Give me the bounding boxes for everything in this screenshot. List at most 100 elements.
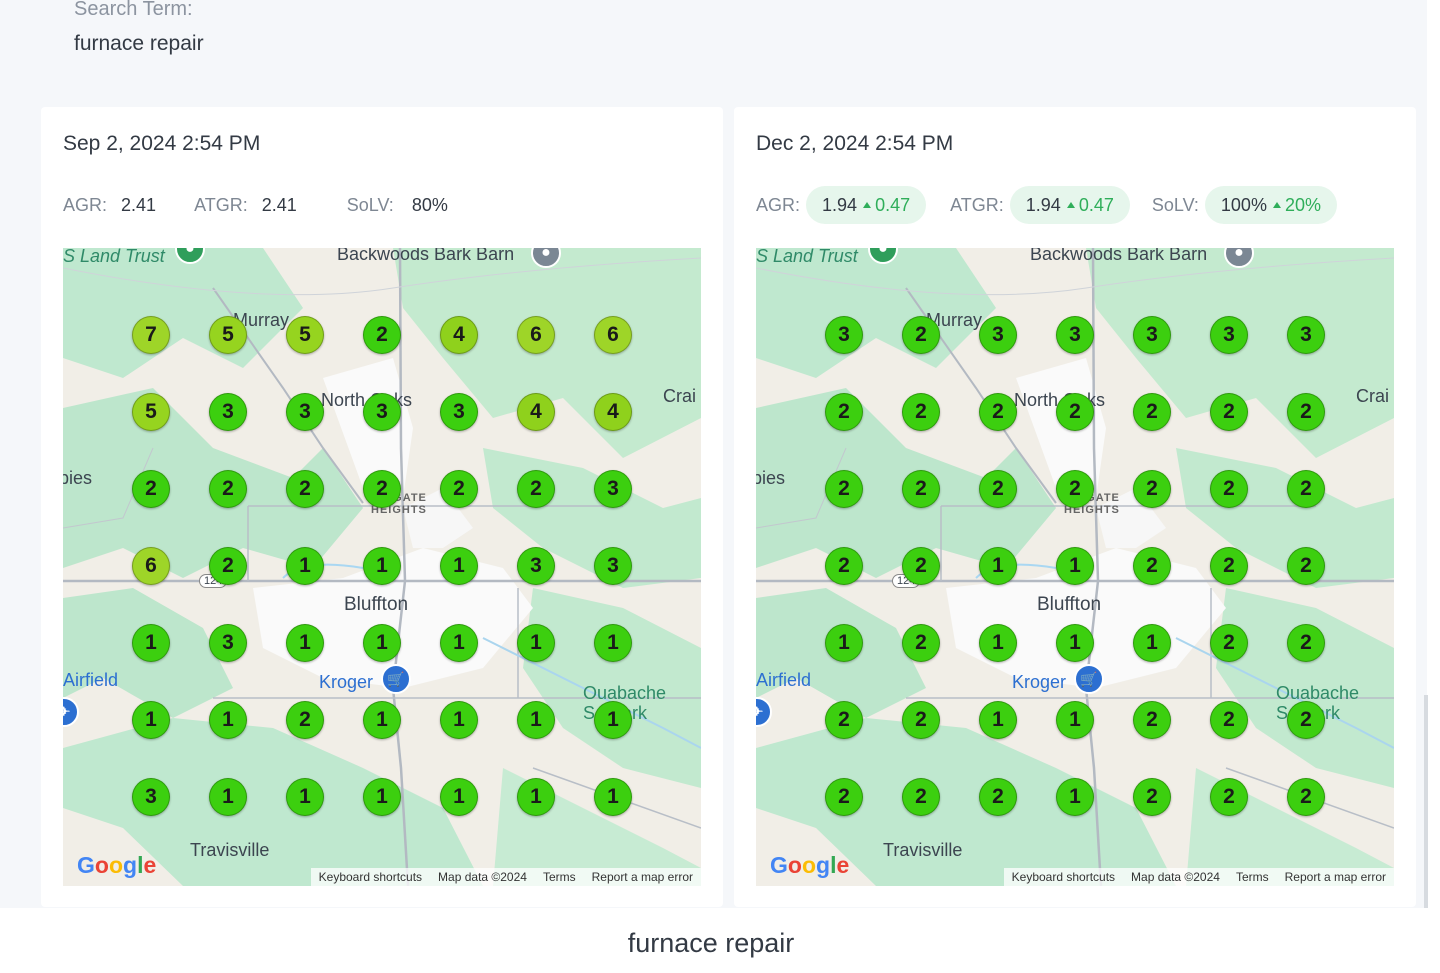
grid-rank-pin[interactable]: 1	[440, 624, 478, 662]
grid-rank-pin[interactable]: 1	[440, 701, 478, 739]
grid-rank-pin[interactable]: 2	[902, 547, 940, 585]
grid-rank-pin[interactable]: 2	[286, 701, 324, 739]
grid-rank-pin[interactable]: 2	[979, 393, 1017, 431]
grid-rank-pin[interactable]: 1	[979, 547, 1017, 585]
grid-rank-pin[interactable]: 1	[363, 701, 401, 739]
rank-grid-map[interactable]: S Land Trust ● Backwoods Bark Barn ● Mur…	[63, 248, 701, 886]
grid-rank-pin[interactable]: 2	[902, 316, 940, 354]
grid-rank-pin[interactable]: 5	[286, 316, 324, 354]
grid-rank-pin[interactable]: 3	[1210, 316, 1248, 354]
grid-rank-pin[interactable]: 2	[825, 547, 863, 585]
grid-rank-pin[interactable]: 2	[1056, 393, 1094, 431]
grid-rank-pin[interactable]: 1	[594, 778, 632, 816]
grid-rank-pin[interactable]: 5	[132, 393, 170, 431]
grid-rank-pin[interactable]: 2	[440, 470, 478, 508]
grid-rank-pin[interactable]: 1	[363, 624, 401, 662]
grid-rank-pin[interactable]: 4	[594, 393, 632, 431]
grid-rank-pin[interactable]: 2	[209, 547, 247, 585]
grid-rank-pin[interactable]: 4	[440, 316, 478, 354]
grid-rank-pin[interactable]: 2	[286, 470, 324, 508]
grid-rank-pin[interactable]: 2	[1133, 778, 1171, 816]
grid-rank-pin[interactable]: 6	[594, 316, 632, 354]
report-map-error-link[interactable]: Report a map error	[1284, 870, 1386, 884]
grid-rank-pin[interactable]: 3	[1133, 316, 1171, 354]
grid-rank-pin[interactable]: 1	[1056, 624, 1094, 662]
grid-rank-pin[interactable]: 3	[1287, 316, 1325, 354]
grid-rank-pin[interactable]: 1	[132, 701, 170, 739]
grid-rank-pin[interactable]: 2	[1210, 470, 1248, 508]
grid-rank-pin[interactable]: 1	[594, 624, 632, 662]
grid-rank-pin[interactable]: 2	[517, 470, 555, 508]
grid-rank-pin[interactable]: 3	[594, 547, 632, 585]
grid-rank-pin[interactable]: 1	[1056, 778, 1094, 816]
grid-rank-pin[interactable]: 2	[1210, 624, 1248, 662]
grid-rank-pin[interactable]: 2	[825, 470, 863, 508]
grid-rank-pin[interactable]: 2	[363, 470, 401, 508]
grid-rank-pin[interactable]: 2	[825, 778, 863, 816]
grid-rank-pin[interactable]: 2	[1210, 778, 1248, 816]
grid-rank-pin[interactable]: 2	[1287, 701, 1325, 739]
scrollbar[interactable]	[1424, 695, 1428, 908]
grid-rank-pin[interactable]: 2	[902, 778, 940, 816]
grid-rank-pin[interactable]: 1	[517, 624, 555, 662]
grid-rank-pin[interactable]: 2	[825, 393, 863, 431]
grid-rank-pin[interactable]: 2	[1287, 470, 1325, 508]
grid-rank-pin[interactable]: 3	[594, 470, 632, 508]
grid-rank-pin[interactable]: 3	[825, 316, 863, 354]
grid-rank-pin[interactable]: 1	[132, 624, 170, 662]
terms-link[interactable]: Terms	[1235, 870, 1269, 884]
grid-rank-pin[interactable]: 1	[209, 778, 247, 816]
grid-rank-pin[interactable]: 1	[979, 701, 1017, 739]
grid-rank-pin[interactable]: 2	[209, 470, 247, 508]
grid-rank-pin[interactable]: 2	[1056, 470, 1094, 508]
grid-rank-pin[interactable]: 1	[363, 778, 401, 816]
grid-rank-pin[interactable]: 2	[902, 393, 940, 431]
report-map-error-link[interactable]: Report a map error	[591, 870, 693, 884]
grid-rank-pin[interactable]: 3	[132, 778, 170, 816]
grid-rank-pin[interactable]: 2	[1210, 701, 1248, 739]
grid-rank-pin[interactable]: 1	[594, 701, 632, 739]
grid-rank-pin[interactable]: 3	[440, 393, 478, 431]
grid-rank-pin[interactable]: 1	[825, 624, 863, 662]
grid-rank-pin[interactable]: 1	[517, 701, 555, 739]
grid-rank-pin[interactable]: 2	[1133, 470, 1171, 508]
grid-rank-pin[interactable]: 1	[517, 778, 555, 816]
grid-rank-pin[interactable]: 2	[1210, 547, 1248, 585]
keyboard-shortcuts-link[interactable]: Keyboard shortcuts	[1011, 870, 1116, 884]
grid-rank-pin[interactable]: 2	[1133, 393, 1171, 431]
grid-rank-pin[interactable]: 2	[1210, 393, 1248, 431]
grid-rank-pin[interactable]: 1	[1056, 701, 1094, 739]
grid-rank-pin[interactable]: 3	[363, 393, 401, 431]
grid-rank-pin[interactable]: 3	[209, 624, 247, 662]
grid-rank-pin[interactable]: 3	[517, 547, 555, 585]
grid-rank-pin[interactable]: 2	[1287, 624, 1325, 662]
grid-rank-pin[interactable]: 7	[132, 316, 170, 354]
grid-rank-pin[interactable]: 2	[132, 470, 170, 508]
rank-grid-map[interactable]: S Land Trust ● Backwoods Bark Barn ● Mur…	[756, 248, 1394, 886]
grid-rank-pin[interactable]: 2	[979, 470, 1017, 508]
grid-rank-pin[interactable]: 6	[132, 547, 170, 585]
grid-rank-pin[interactable]: 1	[286, 624, 324, 662]
grid-rank-pin[interactable]: 1	[440, 547, 478, 585]
grid-rank-pin[interactable]: 4	[517, 393, 555, 431]
grid-rank-pin[interactable]: 1	[363, 547, 401, 585]
grid-rank-pin[interactable]: 2	[1287, 778, 1325, 816]
grid-rank-pin[interactable]: 1	[979, 624, 1017, 662]
terms-link[interactable]: Terms	[542, 870, 576, 884]
grid-rank-pin[interactable]: 3	[209, 393, 247, 431]
grid-rank-pin[interactable]: 2	[1287, 547, 1325, 585]
grid-rank-pin[interactable]: 1	[440, 778, 478, 816]
grid-rank-pin[interactable]: 2	[363, 316, 401, 354]
grid-rank-pin[interactable]: 1	[1056, 547, 1094, 585]
grid-rank-pin[interactable]: 1	[1133, 624, 1171, 662]
grid-rank-pin[interactable]: 2	[902, 470, 940, 508]
grid-rank-pin[interactable]: 3	[286, 393, 324, 431]
grid-rank-pin[interactable]: 2	[902, 701, 940, 739]
grid-rank-pin[interactable]: 1	[286, 778, 324, 816]
grid-rank-pin[interactable]: 3	[1056, 316, 1094, 354]
grid-rank-pin[interactable]: 3	[979, 316, 1017, 354]
grid-rank-pin[interactable]: 2	[902, 624, 940, 662]
grid-rank-pin[interactable]: 2	[1133, 701, 1171, 739]
grid-rank-pin[interactable]: 1	[209, 701, 247, 739]
grid-rank-pin[interactable]: 1	[286, 547, 324, 585]
